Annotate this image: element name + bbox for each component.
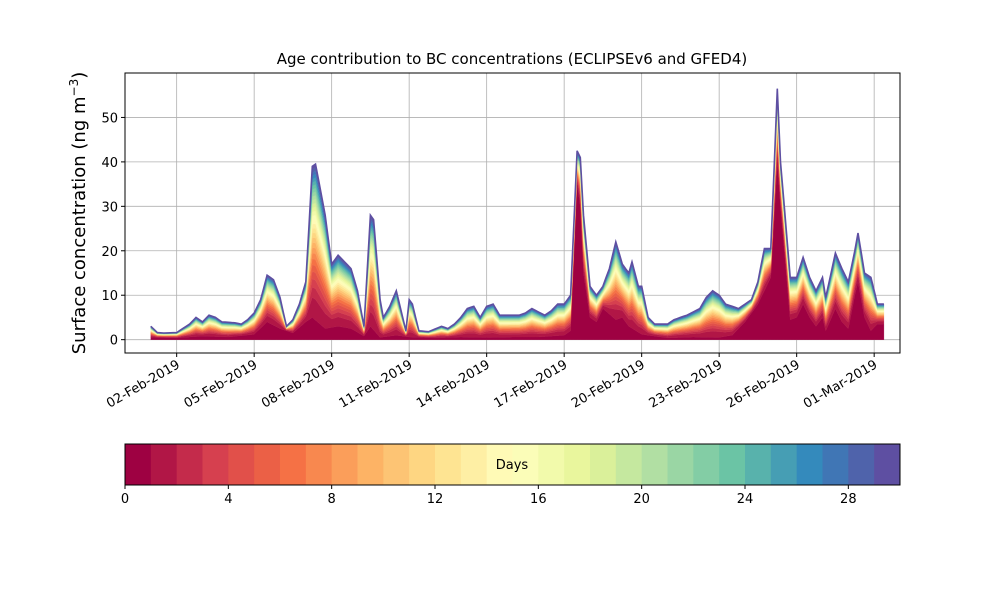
colorbar-bin [280,444,307,485]
colorbar-bin [538,444,565,485]
colorbar-bin [357,444,384,485]
y-axis-label-text: Surface concentration (ng m [69,96,90,354]
x-tick-label: 17-Feb-2019 [492,357,571,411]
y-tick-label: 0 [110,334,118,349]
y-axis-label-superscript: −3 [67,79,81,97]
x-tick-label: 11-Feb-2019 [337,357,416,411]
chart-title: Age contribution to BC concentrations (E… [277,50,748,68]
colorbar-bin [125,444,152,485]
colorbar-bin [176,444,203,485]
colorbar-label: Days [496,458,529,473]
x-axis-ticks: 02-Feb-201905-Feb-201908-Feb-201911-Feb-… [104,353,880,412]
colorbar-bin [822,444,849,485]
x-tick-label: 20-Feb-2019 [569,357,648,411]
colorbar-bin [719,444,746,485]
y-tick-label: 40 [101,156,118,171]
x-tick-label: 02-Feb-2019 [104,357,183,411]
colorbar-tick-label: 4 [224,492,232,507]
colorbar-tick-label: 8 [328,492,336,507]
plot-frame [124,72,901,354]
colorbar-bin [512,444,539,485]
colorbar-bin [150,444,178,485]
colorbar-bin [590,444,617,485]
y-tick-label: 20 [101,245,118,260]
colorbar-bin [745,444,772,485]
x-tick-label: 01-Mar-2019 [801,357,880,411]
total-outline [150,88,884,334]
y-tick-label: 50 [101,111,118,126]
colorbar-bin [486,444,513,485]
colorbar-tick-label: 12 [427,492,444,507]
colorbar-bin [383,444,410,485]
colorbar-tick-label: 20 [633,492,650,507]
x-tick-label: 05-Feb-2019 [182,357,261,411]
y-tick-label: 10 [101,289,118,304]
colorbar-tick-label: 0 [121,492,129,507]
colorbar-ticks: 0 4 8 12 16 20 24 28 [121,485,857,507]
colorbar-bin [305,444,333,485]
colorbar-bin [409,444,436,485]
colorbar-frame [124,443,901,486]
y-axis-ticks: 0 10 20 30 40 50 [101,111,125,349]
colorbar-bin [848,444,875,485]
x-tick-label: 23-Feb-2019 [647,357,726,411]
stacked-areas [150,88,885,340]
colorbar-bin [564,444,591,485]
y-tick-label: 30 [101,200,118,215]
x-tick-label: 26-Feb-2019 [724,357,803,411]
colorbar-bin [254,444,281,485]
colorbar-bin [435,444,462,485]
colorbar-tick-label: 16 [530,492,547,507]
total-concentration-line [150,88,884,334]
y-axis-label: Surface concentration (ng m−3) [67,72,90,355]
colorbar-bin [460,444,488,485]
colorbar-bin [667,444,694,485]
x-tick-label: 08-Feb-2019 [259,357,338,411]
y-axis-label-close: ) [69,72,90,79]
colorbar-bin [331,444,358,485]
x-tick-label: 14-Feb-2019 [414,357,493,411]
colorbar-bin [796,444,823,485]
colorbar-tick-label: 24 [737,492,754,507]
colorbar-bin [615,444,643,485]
colorbar-bin [228,444,255,485]
colorbar-bin [202,444,229,485]
colorbar-bin [770,444,798,485]
colorbar-bin [641,444,668,485]
colorbar-tick-label: 28 [840,492,857,507]
colorbar-bin [693,444,720,485]
colorbar-bin [874,444,901,485]
colorbar [125,444,901,485]
